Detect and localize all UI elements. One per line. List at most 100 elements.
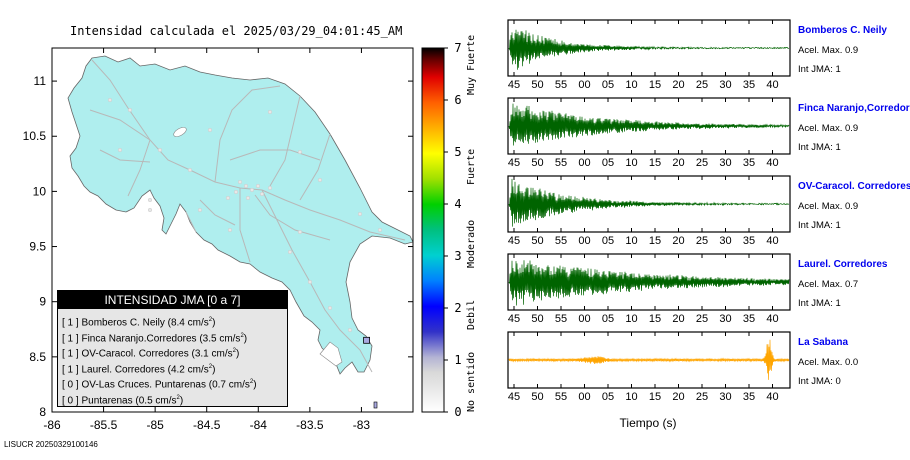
legend-entry-exp: 2 — [249, 379, 254, 385]
station-accel-max: Acel. Max. 0.9 — [798, 45, 859, 56]
seismogram-x-tick-label: 45 — [508, 157, 520, 169]
station-name: Bomberos C. Neily — [798, 25, 887, 36]
colorbar-tick-label: 1 — [454, 353, 461, 367]
legend-entry: [ 0 ] Puntarenas (0.5 cm/s2) — [58, 391, 287, 407]
seismogram-x-tick-label: 00 — [578, 79, 590, 91]
road-line — [214, 85, 281, 183]
legend-entry-intensity: [ 1 ] — [62, 348, 79, 360]
seismogram-trace — [508, 29, 790, 70]
seismogram-x-tick-label: 05 — [602, 391, 614, 403]
road-line — [299, 133, 331, 201]
station-accel-max: Acel. Max. 0.9 — [798, 123, 859, 134]
seismogram-x-tick-label: 45 — [508, 313, 520, 325]
seismogram-x-tick-label: 15 — [649, 157, 661, 169]
road-line — [261, 189, 373, 373]
seismogram-x-tick-label: 45 — [508, 235, 520, 247]
seismogram-x-tick-label: 25 — [696, 157, 708, 169]
road-line — [254, 194, 331, 241]
town-marker — [267, 109, 273, 115]
seismogram-x-tick-label: 50 — [531, 235, 543, 247]
map-x-tick-label: -83.5 — [296, 418, 324, 432]
legend-entry-close: ) — [179, 394, 184, 406]
road-line — [89, 109, 151, 141]
seismogram-x-tick-label: 00 — [578, 391, 590, 403]
station-accel-max: Acel. Max. 0.7 — [798, 279, 859, 290]
map-y-tick-label: 9 — [39, 295, 46, 309]
map-x-tick-label: -86 — [43, 418, 61, 432]
legend-entry-close: ) — [253, 379, 257, 391]
legend-entry-exp: 2 — [232, 348, 236, 354]
colorbar-category-label: No sentido — [466, 351, 477, 412]
seismogram-x-tick-label: 00 — [578, 235, 590, 247]
legend-entry-close: ) — [235, 348, 240, 360]
town-marker — [245, 195, 251, 201]
seismogram-x-tick-label: 30 — [719, 313, 731, 325]
legend-entry-accel: (8.4 cm/s — [167, 317, 209, 329]
map-x-tick-label: -85.5 — [90, 418, 118, 432]
station-int-jma: Int JMA: 1 — [798, 142, 841, 153]
town-marker — [307, 279, 313, 285]
town-marker — [127, 107, 133, 113]
map-x-tick-label: -83 — [353, 418, 371, 432]
town-marker — [227, 227, 233, 233]
seismogram-x-tick-label: 40 — [766, 313, 778, 325]
town-marker — [147, 207, 153, 213]
legend-entry-intensity: [ 1 ] — [62, 363, 79, 375]
colorbar-category-label: Muy Fuerte — [466, 34, 477, 95]
colorbar-category-label: Debil — [466, 299, 477, 330]
map-x-tick-label: -84 — [250, 418, 268, 432]
legend-title: INTENSIDAD JMA [0 a 7] — [58, 291, 287, 309]
station-marker — [373, 401, 378, 409]
town-marker — [297, 229, 303, 235]
legend-entry-intensity: [ 1 ] — [62, 317, 79, 329]
map-y-tick-label: 10.5 — [23, 129, 47, 143]
seismogram-x-tick-label: 40 — [766, 79, 778, 91]
seismogram-x-tick-label: 40 — [766, 235, 778, 247]
legend-entry-accel: (0.5 cm/s — [135, 394, 177, 406]
seismogram-x-tick-label: 05 — [602, 157, 614, 169]
town-marker — [249, 187, 255, 193]
seismogram-x-tick-label: 05 — [602, 313, 614, 325]
road-line — [127, 139, 151, 197]
seismogram-x-tick-label: 15 — [649, 391, 661, 403]
road-line — [229, 149, 321, 161]
map-frame — [51, 47, 414, 413]
legend-entry: [ 1 ] Bomberos C. Neily (8.4 cm/s2) — [58, 313, 287, 329]
colorbar-tick-label: 0 — [454, 405, 461, 419]
seismogram-x-tick-label: 30 — [719, 157, 731, 169]
legend-entry-name: OV-Las Cruces. Puntarenas — [81, 379, 206, 391]
town-marker — [233, 189, 239, 195]
seismogram-x-tick-label: 55 — [555, 391, 567, 403]
road-line — [99, 149, 151, 163]
station-name: La Sabana — [798, 337, 849, 348]
town-marker — [107, 97, 113, 103]
seismogram-x-tick-label: 35 — [743, 313, 755, 325]
legend-entry: [ 1 ] OV-Caracol. Corredores (3.1 cm/s2) — [58, 344, 287, 360]
seismogram-x-tick-label: 50 — [531, 313, 543, 325]
town-marker — [255, 183, 261, 189]
colorbar-category-label: Fuerte — [466, 148, 477, 185]
station-accel-max: Acel. Max. 0.9 — [798, 201, 859, 212]
seismogram-x-tick-label: 10 — [625, 157, 637, 169]
town-marker — [243, 183, 249, 189]
seismogram-x-tick-label: 50 — [531, 79, 543, 91]
station-name: Laurel. Corredores — [798, 259, 888, 270]
seismogram-x-axis-label: Tiempo (s) — [620, 416, 677, 430]
legend-entry-close: ) — [212, 317, 216, 329]
station-int-jma: Int JMA: 1 — [798, 64, 841, 75]
legend-entry: [ 1 ] Laurel. Corredores (4.2 cm/s2) — [58, 360, 287, 376]
town-marker — [327, 305, 333, 311]
seismogram-x-tick-label: 35 — [743, 157, 755, 169]
legend-entry-name: OV-Caracol. Corredores — [81, 348, 189, 360]
seismogram-x-tick-label: 10 — [625, 313, 637, 325]
legend-entry-name: Bomberos C. Neily — [81, 317, 165, 329]
legend-entry-close: ) — [243, 332, 248, 344]
town-marker — [117, 147, 123, 153]
road-line — [91, 59, 263, 191]
colorbar-tick-label: 3 — [454, 249, 461, 263]
seismogram-x-tick-label: 00 — [578, 157, 590, 169]
town-marker — [267, 185, 273, 191]
road-line — [269, 95, 301, 187]
map-y-tick-label: 10 — [33, 184, 47, 198]
seismogram-x-tick-label: 55 — [555, 235, 567, 247]
